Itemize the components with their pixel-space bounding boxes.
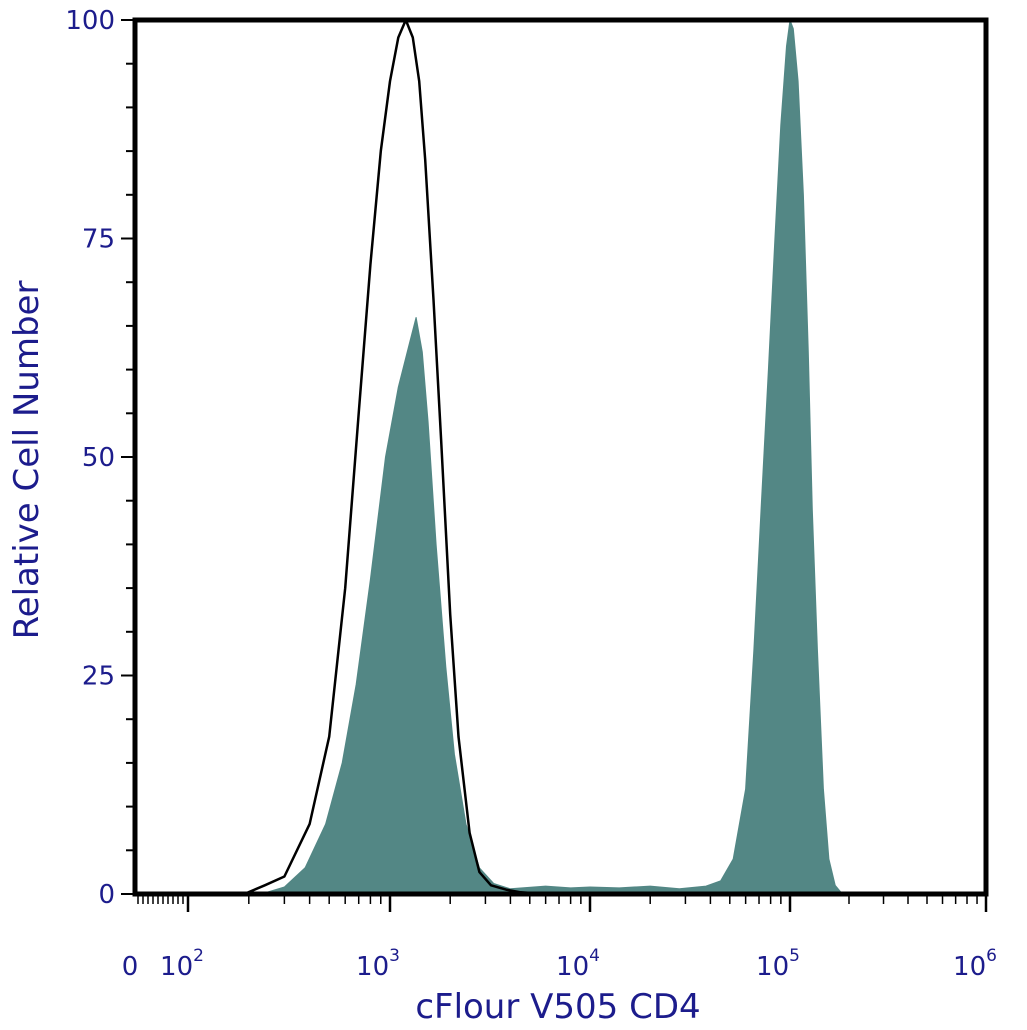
x-tick-label: 103 — [356, 946, 400, 982]
x-tick-label: 102 — [160, 946, 204, 982]
y-tick-label: 50 — [82, 443, 115, 473]
filled-histogram-series — [260, 19, 844, 895]
x-tick-label: 105 — [756, 946, 800, 982]
y-axis-title: Relative Cell Number — [7, 281, 47, 640]
x-axis-title: cFlour V505 CD4 — [415, 987, 700, 1027]
series-layer — [243, 18, 844, 896]
y-tick-label: 100 — [65, 6, 115, 36]
y-tick-label: 25 — [82, 662, 115, 692]
y-tick-label: 0 — [98, 880, 115, 910]
plot-frame — [132, 17, 989, 897]
x-tick-label: 106 — [953, 946, 997, 982]
x-tick-label: 104 — [556, 946, 600, 982]
outline-histogram-series — [243, 18, 546, 896]
y-tick-label: 75 — [82, 225, 115, 255]
x-tick-label: 0 — [122, 952, 139, 982]
labels-layer: 0 25 50 75 100 0 102 103 104 105 106 — [65, 6, 997, 982]
